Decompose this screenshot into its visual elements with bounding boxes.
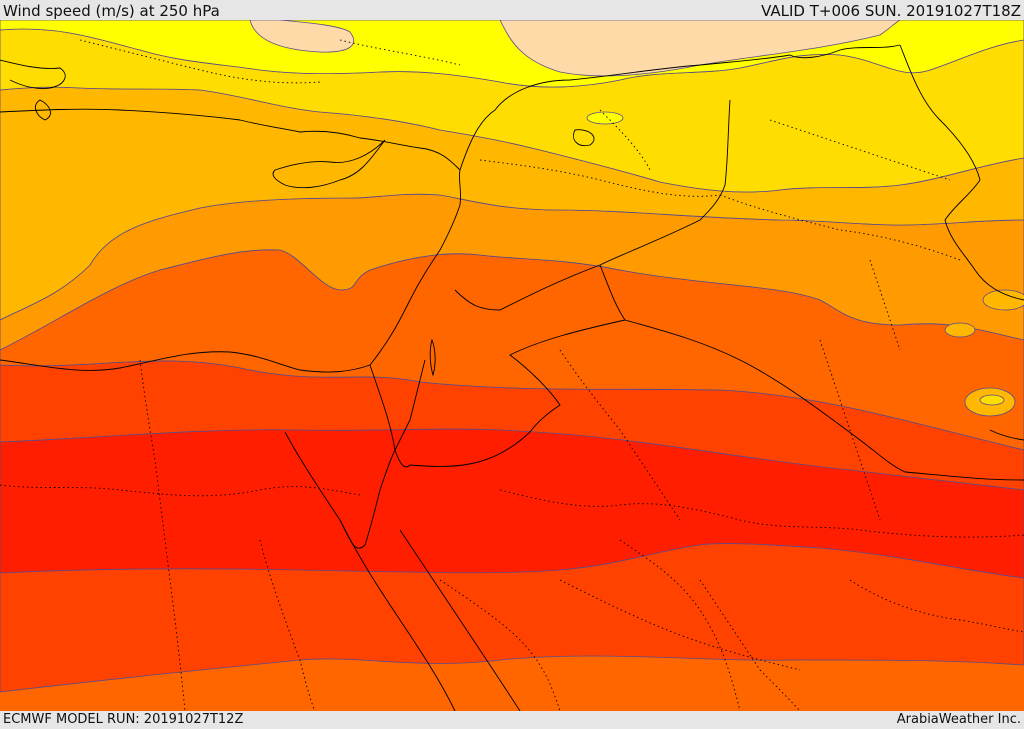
contour-loop: [586, 111, 624, 125]
wind-speed-map: [0, 20, 1024, 711]
contour-loop: [944, 322, 976, 338]
map-header: Wind speed (m/s) at 250 hPa VALID T+006 …: [0, 0, 1024, 20]
contour-loop: [982, 289, 1024, 311]
band-peach-small: [249, 20, 355, 53]
admin-borders: [0, 39, 1024, 711]
coastlines: [0, 59, 1024, 711]
contour-loop: [979, 394, 1005, 406]
country-borders: [369, 44, 1024, 481]
valid-time: VALID T+006 SUN. 20191027T18Z: [761, 2, 1021, 20]
band-red: [0, 428, 1024, 579]
map-footer: ECMWF MODEL RUN: 20191027T12Z ArabiaWeat…: [0, 711, 1024, 729]
map-title: Wind speed (m/s) at 250 hPa: [3, 2, 220, 20]
model-run: ECMWF MODEL RUN: 20191027T12Z: [3, 712, 244, 727]
credit-text: ArabiaWeather Inc.: [896, 712, 1021, 727]
